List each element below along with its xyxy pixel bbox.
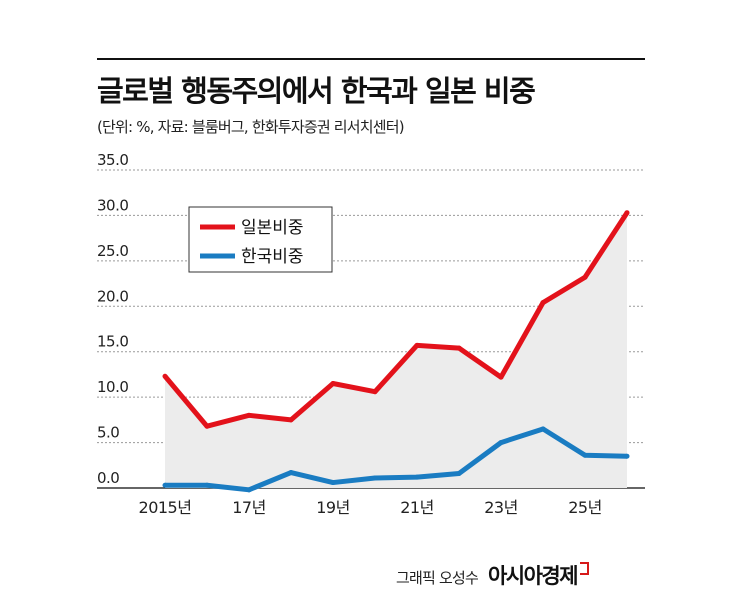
- data-point-korea: [582, 452, 588, 458]
- x-tick-label: 19년: [316, 498, 350, 517]
- legend: 일본비중 한국비중: [188, 206, 333, 273]
- y-tick-label: 30.0: [97, 196, 128, 214]
- data-point-japan: [414, 342, 420, 348]
- top-rule: [97, 58, 645, 60]
- data-point-korea: [498, 440, 504, 446]
- data-point-japan: [246, 412, 252, 418]
- data-point-japan: [498, 374, 504, 380]
- x-tick-label: 23년: [484, 498, 518, 517]
- x-tick-label: 17년: [232, 498, 266, 517]
- y-axis-labels: 0.0 5.0 10.0 15.0 20.0 25.0 30.0 35.0: [97, 151, 129, 487]
- chart-title: 글로벌 행동주의에서 한국과 일본 비중: [97, 74, 536, 108]
- legend-box: [188, 206, 333, 273]
- data-point-japan: [330, 381, 336, 387]
- data-point-korea: [330, 480, 336, 486]
- data-point-japan: [372, 389, 378, 395]
- data-point-japan: [582, 274, 588, 280]
- data-point-japan: [162, 373, 168, 379]
- legend-label-korea: 한국비중: [241, 247, 304, 267]
- series-line-japan: [163, 211, 630, 429]
- data-point-korea: [204, 482, 210, 488]
- legend-label-japan: 일본비중: [241, 218, 304, 238]
- data-point-korea: [414, 474, 420, 480]
- series-points: [162, 210, 630, 493]
- x-axis-labels: 2015년 17년 19년 21년 23년 25년: [139, 498, 603, 517]
- data-point-korea: [540, 426, 546, 432]
- data-point-japan: [288, 417, 294, 423]
- y-tick-label: 0.0: [97, 469, 119, 487]
- y-tick-label: 35.0: [97, 151, 128, 169]
- x-tick-label: 2015년: [139, 498, 192, 517]
- data-point-korea: [288, 470, 294, 476]
- y-tick-label: 25.0: [97, 242, 128, 260]
- credit-author: 그래픽 오성수: [396, 569, 479, 587]
- data-point-korea: [372, 475, 378, 481]
- data-point-korea: [456, 470, 462, 476]
- brand-mark-icon: [580, 562, 590, 575]
- x-tick-label: 21년: [400, 498, 434, 517]
- data-point-korea: [246, 487, 252, 493]
- y-tick-label: 15.0: [97, 333, 128, 351]
- brand-logo: 아시아경제: [487, 564, 579, 588]
- data-point-korea: [162, 482, 168, 488]
- data-point-japan: [456, 345, 462, 351]
- data-point-japan: [204, 423, 210, 429]
- series-line-korea: [165, 426, 628, 493]
- data-point-japan: [540, 300, 546, 306]
- data-point-japan: [624, 210, 630, 216]
- data-point-korea: [624, 453, 630, 459]
- chart-subtitle: (단위: %, 자료: 블룸버그, 한화투자증권 리서치센터): [97, 118, 405, 136]
- credit: 그래픽 오성수 아시아경제: [396, 560, 590, 590]
- y-tick-label: 20.0: [97, 287, 128, 305]
- x-tick-label: 25년: [568, 498, 602, 517]
- y-tick-label: 10.0: [97, 378, 128, 396]
- y-tick-label: 5.0: [97, 424, 119, 442]
